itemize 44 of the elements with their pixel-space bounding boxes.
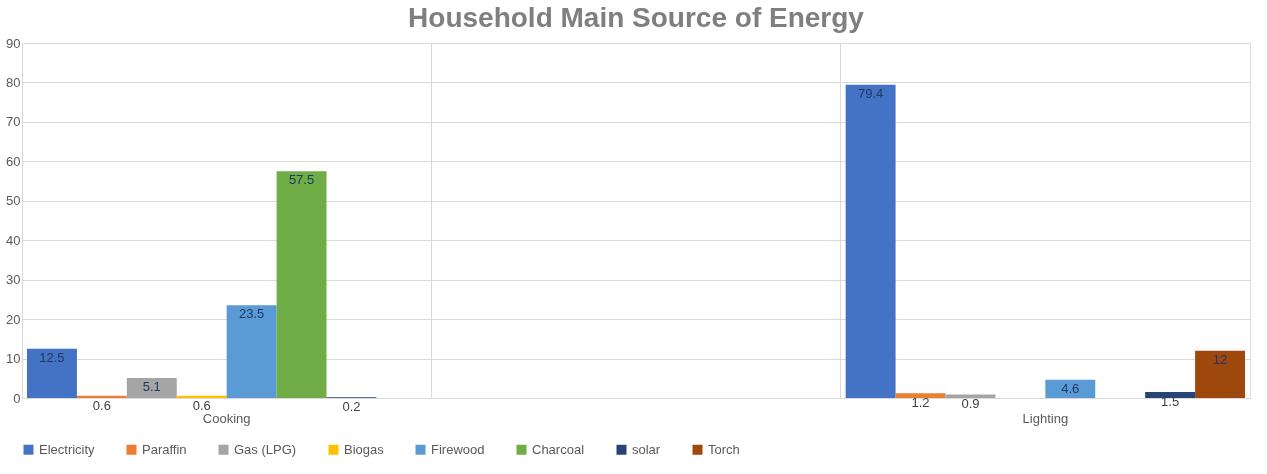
- y-tick-label: 70: [6, 114, 21, 130]
- legend-label: Charcoal: [532, 441, 585, 457]
- bar: [26, 348, 77, 398]
- bar: [276, 171, 327, 398]
- data-label: 0.9: [961, 396, 980, 412]
- data-label: 0.6: [192, 397, 211, 413]
- x-tick-label: Lighting: [1022, 410, 1069, 426]
- data-label: 5.1: [142, 378, 161, 394]
- y-tick-label: 0: [13, 390, 21, 406]
- legend-label: Paraffin: [142, 441, 187, 457]
- bar: [945, 394, 996, 398]
- legend-label: Electricity: [39, 441, 96, 457]
- data-label: 1.2: [911, 395, 930, 411]
- y-tick-label: 30: [6, 272, 21, 288]
- data-label: 79.4: [857, 85, 884, 101]
- data-label: 4.6: [1061, 380, 1080, 396]
- data-label: 0.6: [92, 397, 111, 413]
- data-label: 23.5: [238, 306, 265, 322]
- legend-label: Biogas: [344, 441, 385, 457]
- y-tick-label: 40: [6, 232, 21, 248]
- data-label: 1.5: [1161, 394, 1180, 410]
- x-tick-label: Cooking: [202, 410, 251, 426]
- bar: [226, 305, 277, 398]
- bar: [845, 84, 896, 398]
- bar: [895, 393, 946, 398]
- y-tick-label: 60: [6, 153, 21, 169]
- y-tick-label: 10: [6, 351, 21, 367]
- y-tick-label: 80: [6, 74, 21, 90]
- legend-label: Gas (LPG): [234, 441, 297, 457]
- chart-title: Household Main Source of Energy: [408, 2, 865, 33]
- data-label: 0.2: [342, 399, 361, 415]
- bar: [1045, 379, 1096, 398]
- bar: [126, 377, 177, 398]
- data-label: 57.5: [288, 172, 315, 188]
- data-label: 12.5: [39, 349, 65, 365]
- bar: [1195, 350, 1246, 398]
- y-tick-label: 90: [6, 35, 21, 51]
- legend-label: solar: [632, 441, 661, 457]
- legend-label: Firewood: [431, 441, 485, 457]
- data-label: 12: [1212, 351, 1228, 367]
- legend-label: Torch: [708, 441, 740, 457]
- y-tick-label: 20: [6, 311, 21, 327]
- bar: [1145, 392, 1196, 398]
- y-tick-label: 50: [6, 193, 21, 209]
